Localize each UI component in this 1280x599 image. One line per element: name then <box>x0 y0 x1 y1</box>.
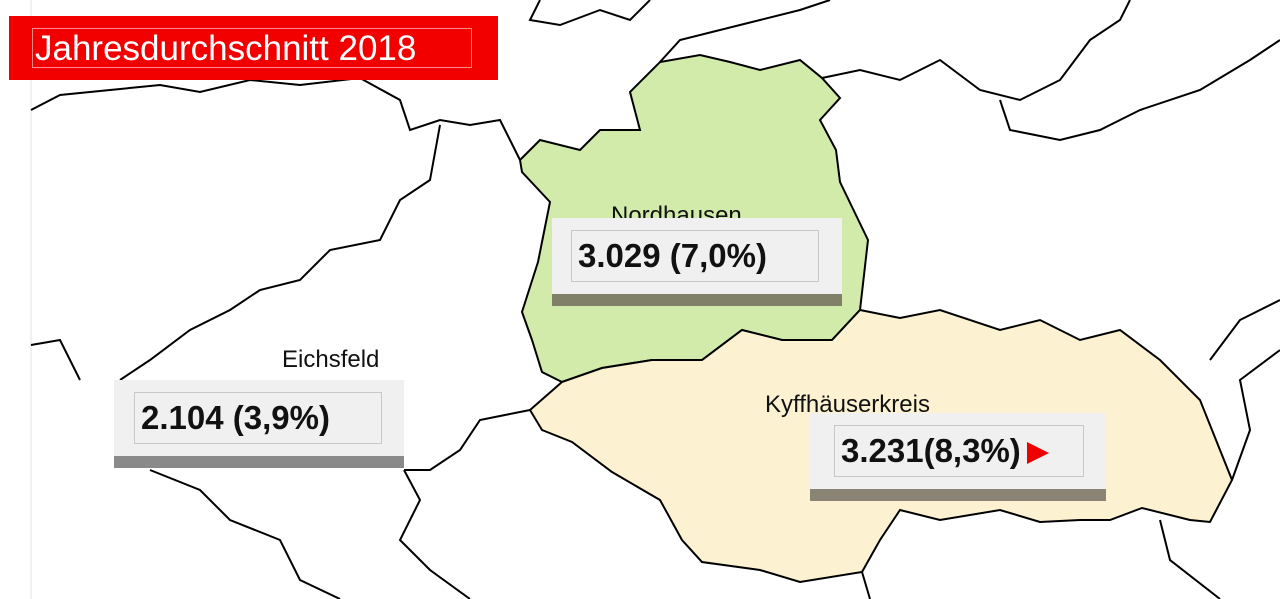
title-banner: Jahresdurchschnitt 2018 <box>9 16 498 80</box>
value-kyffhaeuserkreis: 3.231(8,3%) <box>834 425 1084 477</box>
value-text: 3.231(8,3%) <box>841 432 1021 469</box>
map-title: Jahresdurchschnitt 2018 <box>32 28 472 68</box>
label-shadow-bar <box>552 294 842 306</box>
label-card-nordhausen: 3.029 (7,0%) <box>552 218 842 306</box>
triangle-right-icon <box>1026 442 1049 464</box>
label-shadow-bar <box>114 456 404 468</box>
label-card-kyffhaeuserkreis: 3.231(8,3%) <box>810 413 1106 501</box>
label-shadow-bar <box>810 489 1106 501</box>
value-nordhausen: 3.029 (7,0%) <box>571 230 819 282</box>
district-boundaries <box>30 0 1280 599</box>
label-card-eichsfeld: 2.104 (3,9%) <box>114 380 404 468</box>
value-eichsfeld: 2.104 (3,9%) <box>134 392 382 444</box>
region-name-eichsfeld: Eichsfeld <box>282 346 380 373</box>
